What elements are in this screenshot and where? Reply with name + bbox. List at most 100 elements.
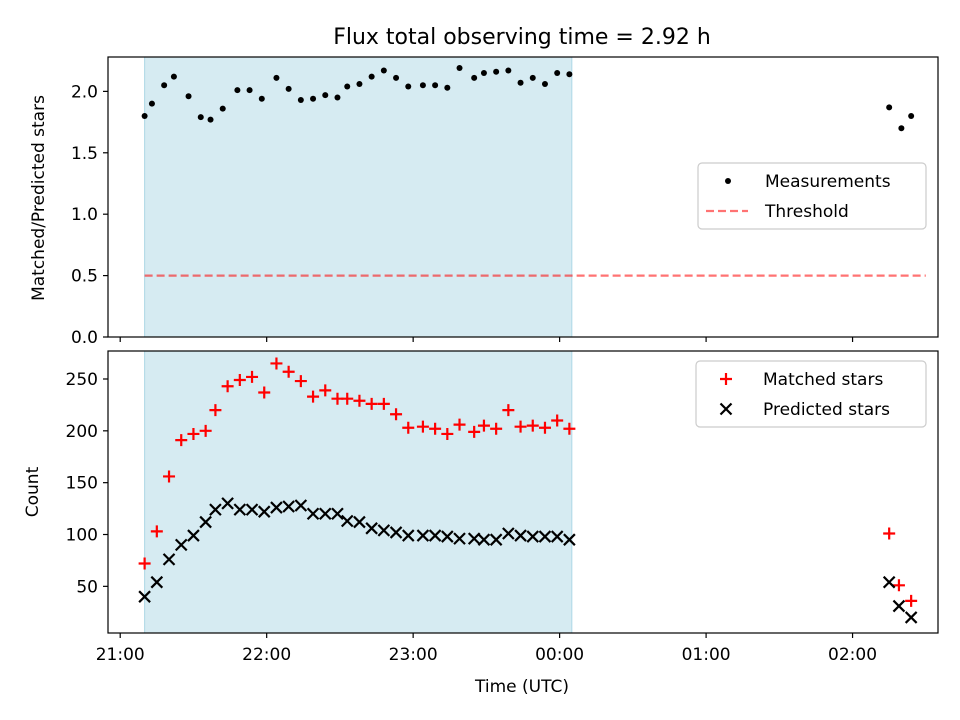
legend-label: Matched stars [763,370,883,390]
predicted-point [174,538,188,552]
measurement-point [219,105,226,112]
predicted-point [353,515,366,529]
matched-point [209,404,222,417]
figure-title: Flux total observing time = 2.92 h [333,25,711,50]
matched-point [429,422,442,435]
top-series-measurements [141,65,915,132]
predicted-point [892,599,906,613]
bottom-x-tick-label: 02:00 [828,645,877,665]
measurement-point [554,69,561,76]
bottom-x-tick-label: 22:00 [242,645,291,665]
top-observing-span [144,56,573,338]
legend-measurements-marker [725,178,731,184]
bottom-x-tick-label: 01:00 [682,645,731,665]
measurement-point [908,112,915,119]
predicted-point [538,530,552,543]
predicted-point [318,507,332,521]
bottom-x-tick-label: 00:00 [535,645,584,665]
predicted-point [389,526,403,539]
measurement-point [566,71,573,78]
top-axes-frame [107,56,939,338]
predicted-point [365,522,378,535]
measurement-point [405,83,412,90]
bottom-axes-frame [107,350,939,634]
predicted-point [187,529,200,542]
bottom-y-tick-label: 250 [66,370,98,390]
top-y-axis-label: Matched/Predicted stars [29,95,49,301]
top-y-tick-label: 0.0 [71,328,98,348]
legend-label: Predicted stars [763,400,890,420]
matched-point [416,420,429,433]
matched-point [270,357,283,370]
matched-point [502,404,515,417]
measurement-point [334,94,341,101]
matched-point [233,374,246,387]
predicted-point [270,501,283,514]
bottom-legend: Matched stars Predicted stars [695,360,927,428]
bottom-y-tick-label: 150 [66,474,98,494]
matched-point [377,397,390,410]
top-legend: Measurements Threshold [697,162,927,230]
matched-point [468,425,481,438]
bottom-y-tick-label: 100 [66,526,98,546]
measurement-point [898,125,905,132]
matched-point [490,422,503,435]
measurement-point [170,73,177,80]
matched-point [526,419,539,432]
predicted-point [282,500,295,513]
predicted-point [550,530,564,543]
matched-point [563,422,576,435]
bottom-x-tick-label: 23:00 [389,645,438,665]
matched-point [246,370,259,383]
predicted-point [138,590,151,603]
predicted-point [453,532,466,545]
predicted-point [294,499,308,512]
matched-point [258,386,271,399]
measurement-point [886,104,893,111]
bottom-x-tick-label: 21:00 [96,645,145,665]
matched-point [150,525,163,538]
measurement-point [148,100,155,107]
predicted-point [477,533,491,546]
predicted-point [199,515,212,529]
matched-point [199,424,212,437]
bottom-series-predicted-stars [138,497,918,624]
matched-point [402,421,415,434]
matched-point [441,427,454,440]
measurement-point [197,114,204,121]
measurement-point [310,95,317,102]
predicted-point [221,497,234,510]
matched-point [187,427,200,440]
predicted-point [489,533,503,546]
matched-point [307,390,320,403]
top-y-tick-label: 0.5 [71,267,98,287]
measurement-point [161,82,168,89]
matched-point [892,579,905,592]
predicted-point [563,533,576,546]
matched-point [514,420,527,433]
measurement-point [258,95,265,102]
measurement-point [456,65,463,72]
measurement-point [471,74,478,81]
bottom-y-tick-label: 50 [76,577,98,597]
predicted-point [150,575,164,589]
measurement-point [297,96,304,103]
measurement-point [207,116,214,123]
predicted-point [514,529,527,542]
matched-point [538,421,551,434]
matched-point [905,594,918,607]
predicted-point [416,529,430,542]
matched-point [163,470,176,483]
measurement-point [368,73,375,80]
measurement-point [480,69,487,76]
bottom-y-axis-label: Count [23,466,43,517]
measurement-point [141,112,148,119]
matched-point [353,394,366,407]
legend-label: Threshold [764,202,849,222]
predicted-point [257,505,271,518]
bottom-panel: 50 100 150 200 250 21:00 22:00 23:00 00:00 01:00 0… [66,350,939,665]
matched-point [390,408,403,421]
measurement-point [273,74,280,81]
matched-point [365,397,378,410]
